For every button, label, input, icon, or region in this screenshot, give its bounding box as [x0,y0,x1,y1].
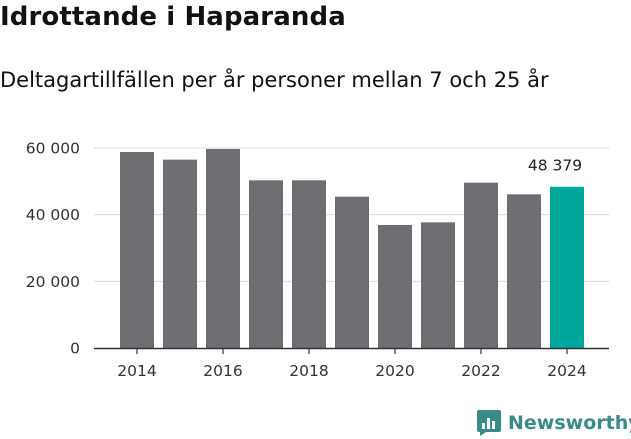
bar-2014 [120,152,154,348]
y-tick-label: 40 000 [26,206,80,224]
bar-2021 [421,222,455,348]
bar-2015 [163,159,197,348]
bar-2017 [249,180,283,348]
x-tick-label: 2022 [461,362,500,380]
bar-2022 [464,182,498,348]
x-tick-label: 2016 [203,362,242,380]
labels: 0 20 000 40 000 60 000 2014 2016 2018 2020 2022 2… [26,140,587,381]
y-tick-label: 60 000 [26,140,80,158]
chart-title: Idrottande i Haparanda [0,2,346,32]
brand-name: Newsworthy [508,412,631,434]
newsworthy-logo: Newsworthy [476,408,631,438]
y-tick-label: 20 000 [26,273,80,291]
x-tick-label: 2014 [117,362,156,380]
chart-subtitle: Deltagartillfällen per år personer mella… [0,68,549,92]
x-tick-label: 2020 [375,362,414,380]
newsworthy-bars-icon [477,410,501,436]
bar-2020 [378,225,412,348]
bar-2024 [550,186,584,348]
x-tick-label: 2018 [289,362,328,380]
value-label-2024: 48 379 [528,157,582,175]
x-tick-label: 2024 [547,362,586,380]
bar-2016 [206,149,240,348]
axes [94,347,609,354]
bar-2019 [335,196,369,348]
y-tick-label: 0 [70,340,80,358]
bar-2023 [507,194,541,348]
bar-2018 [292,180,326,348]
bars [120,149,584,348]
